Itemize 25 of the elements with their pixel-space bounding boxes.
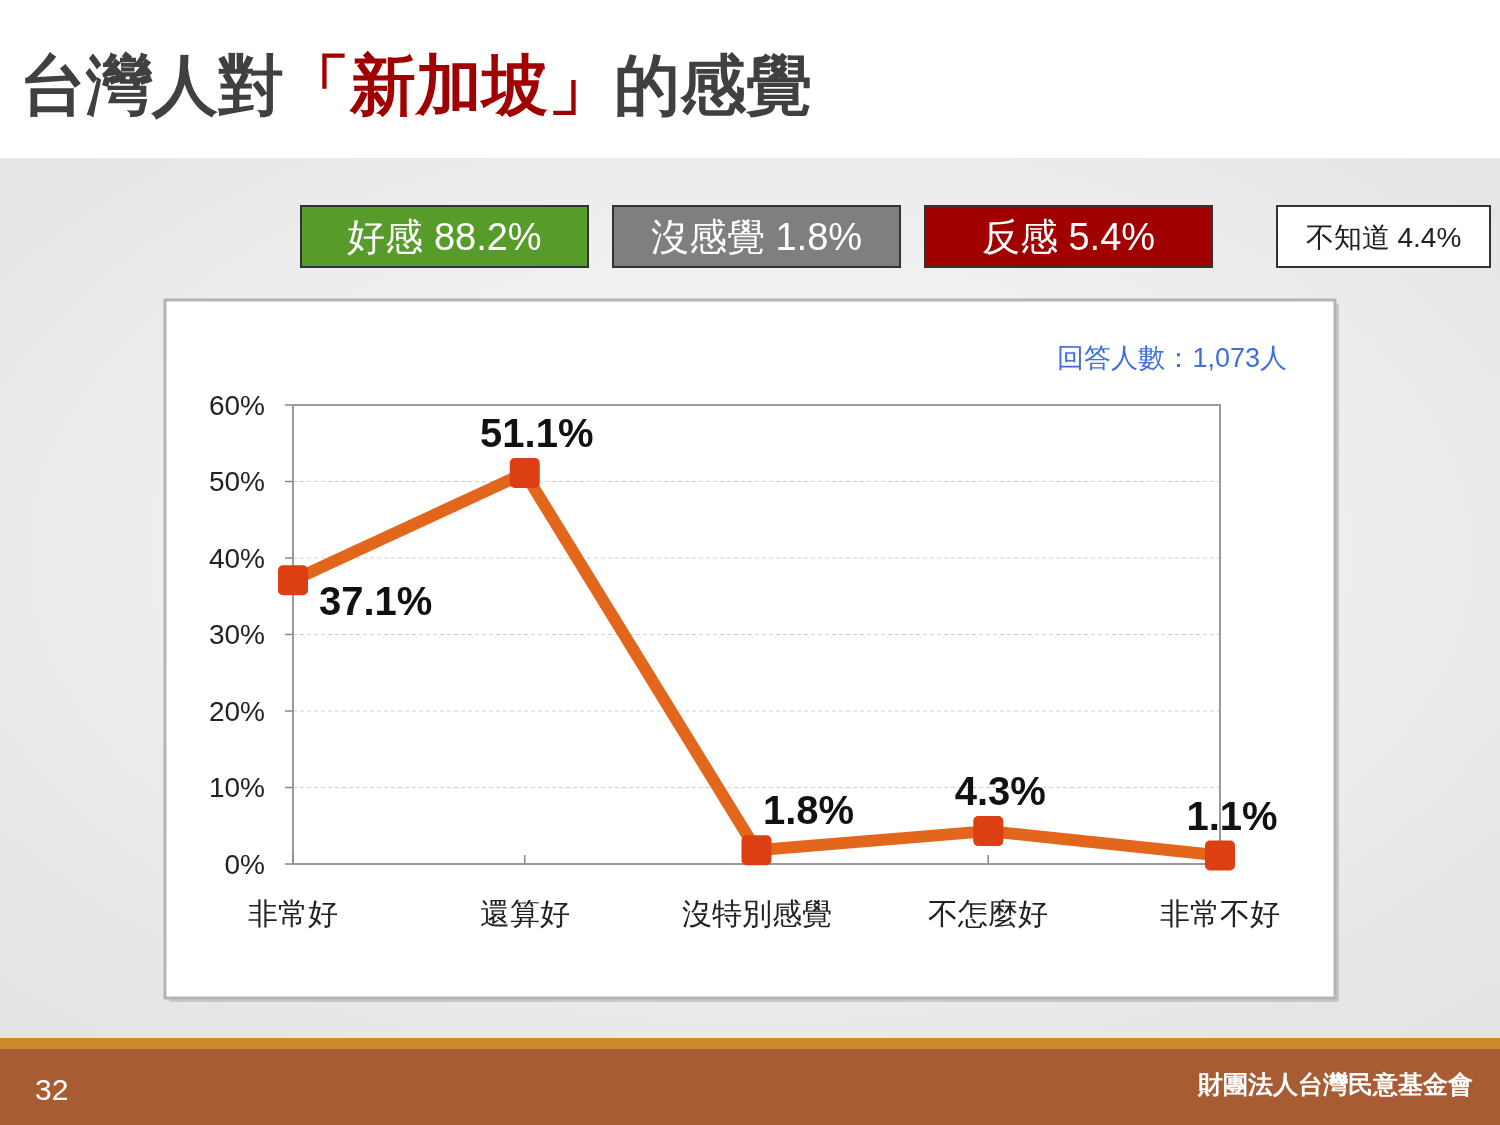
page-number: 32: [35, 1073, 69, 1106]
title: 台灣人對「新加坡」的感覺: [20, 48, 812, 122]
y-tick-label: 40%: [208, 542, 265, 574]
data-label: 51.1%: [480, 411, 594, 456]
x-tick-label: 非常好: [248, 897, 338, 930]
x-tick-label: 不怎麼好: [928, 897, 1049, 930]
sample-size-note: 回答人數：1,073人: [1057, 343, 1287, 373]
y-tick-label: 10%: [208, 772, 265, 803]
data-label: 37.1%: [319, 579, 433, 624]
data-label: 4.3%: [954, 769, 1046, 814]
y-tick-label: 20%: [208, 695, 265, 727]
data-label: 1.1%: [1186, 793, 1278, 838]
x-tick-label: 沒特別感覺: [681, 897, 832, 930]
summary-box: 好感 88.2%: [300, 205, 589, 268]
y-tick-label: 60%: [208, 389, 265, 421]
summary-box: 沒感覺 1.8%: [612, 205, 901, 268]
x-tick-label: 非常不好: [1160, 897, 1280, 930]
x-tick-label: 還算好: [479, 897, 570, 930]
y-tick-label: 0%: [224, 848, 265, 880]
y-tick-label: 50%: [208, 466, 265, 497]
data-label: 1.8%: [762, 788, 855, 833]
y-tick-label: 30%: [208, 619, 265, 650]
summary-box: 不知道 4.4%: [1276, 205, 1491, 268]
summary-box: 反感 5.4%: [924, 205, 1213, 268]
source: 財團法人台灣民意基金會: [1198, 1070, 1473, 1098]
